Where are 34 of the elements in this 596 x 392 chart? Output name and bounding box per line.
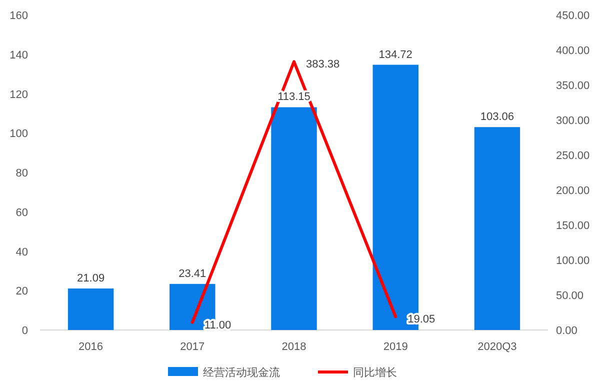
y2-tick-label: 50.00	[556, 290, 584, 302]
y-tick-label: 0	[22, 325, 28, 337]
y-tick-label: 40	[16, 246, 28, 258]
legend-label: 经营活动现金流	[203, 366, 280, 379]
y2-tick-label: 200.00	[556, 185, 590, 197]
x-tick-label: 2020Q3	[478, 341, 517, 353]
y-tick-label: 20	[16, 286, 28, 298]
x-tick-label: 2016	[78, 341, 104, 353]
y-tick-label: 100	[10, 128, 28, 140]
y-tick-label: 140	[10, 49, 28, 62]
y2-tick-label: 450.00	[556, 10, 590, 22]
y-tick-label: 60	[16, 206, 28, 219]
y2-tick-label: 100.00	[556, 255, 590, 267]
y2-tick-label: 350.00	[556, 80, 590, 92]
x-tick-label: 2019	[383, 341, 408, 353]
data-label: 23.41	[178, 268, 206, 280]
y-tick-label: 160	[10, 10, 28, 22]
y2-tick-label: 250.00	[556, 150, 590, 162]
y2-tick-label: 0.00	[556, 325, 578, 337]
data-label: 383.38	[306, 58, 340, 71]
bar	[68, 288, 114, 330]
data-label: 134.72	[378, 48, 412, 61]
x-tick-label: 2017	[180, 341, 205, 353]
x-tick-label: 2018	[282, 341, 306, 353]
legend-label: 同比增长	[353, 366, 397, 379]
y2-tick-label: 150.00	[556, 220, 590, 232]
bar	[271, 107, 317, 330]
y-tick-label: 80	[16, 168, 28, 180]
data-label: 103.06	[480, 111, 514, 124]
y2-tick-label: 400.00	[556, 45, 590, 57]
y-tick-label: 120	[10, 88, 28, 101]
y2-tick-label: 300.00	[556, 115, 590, 127]
data-label: 21.09	[77, 272, 105, 284]
bar	[474, 127, 520, 330]
